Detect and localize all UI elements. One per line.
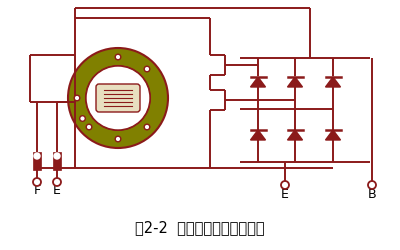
Circle shape <box>115 54 121 60</box>
Bar <box>53 152 61 170</box>
Circle shape <box>80 116 85 121</box>
Circle shape <box>86 66 150 130</box>
Polygon shape <box>326 130 340 140</box>
Polygon shape <box>250 77 266 87</box>
Text: 图2-2  交流发电机工作原理图: 图2-2 交流发电机工作原理图 <box>135 220 265 236</box>
Circle shape <box>86 124 92 130</box>
Circle shape <box>74 95 80 101</box>
Polygon shape <box>288 77 302 87</box>
Circle shape <box>53 178 61 186</box>
Polygon shape <box>326 77 340 87</box>
Polygon shape <box>250 130 266 140</box>
Circle shape <box>144 124 150 130</box>
Text: B: B <box>368 188 376 200</box>
FancyBboxPatch shape <box>96 84 140 112</box>
Circle shape <box>34 153 40 159</box>
Circle shape <box>115 136 121 142</box>
Circle shape <box>33 178 41 186</box>
Circle shape <box>281 181 289 189</box>
Bar <box>33 152 41 170</box>
Polygon shape <box>288 130 302 140</box>
Circle shape <box>54 153 60 159</box>
Text: E: E <box>281 188 289 200</box>
Text: E: E <box>53 184 61 196</box>
Text: F: F <box>34 184 40 196</box>
Circle shape <box>144 66 150 72</box>
Circle shape <box>368 181 376 189</box>
